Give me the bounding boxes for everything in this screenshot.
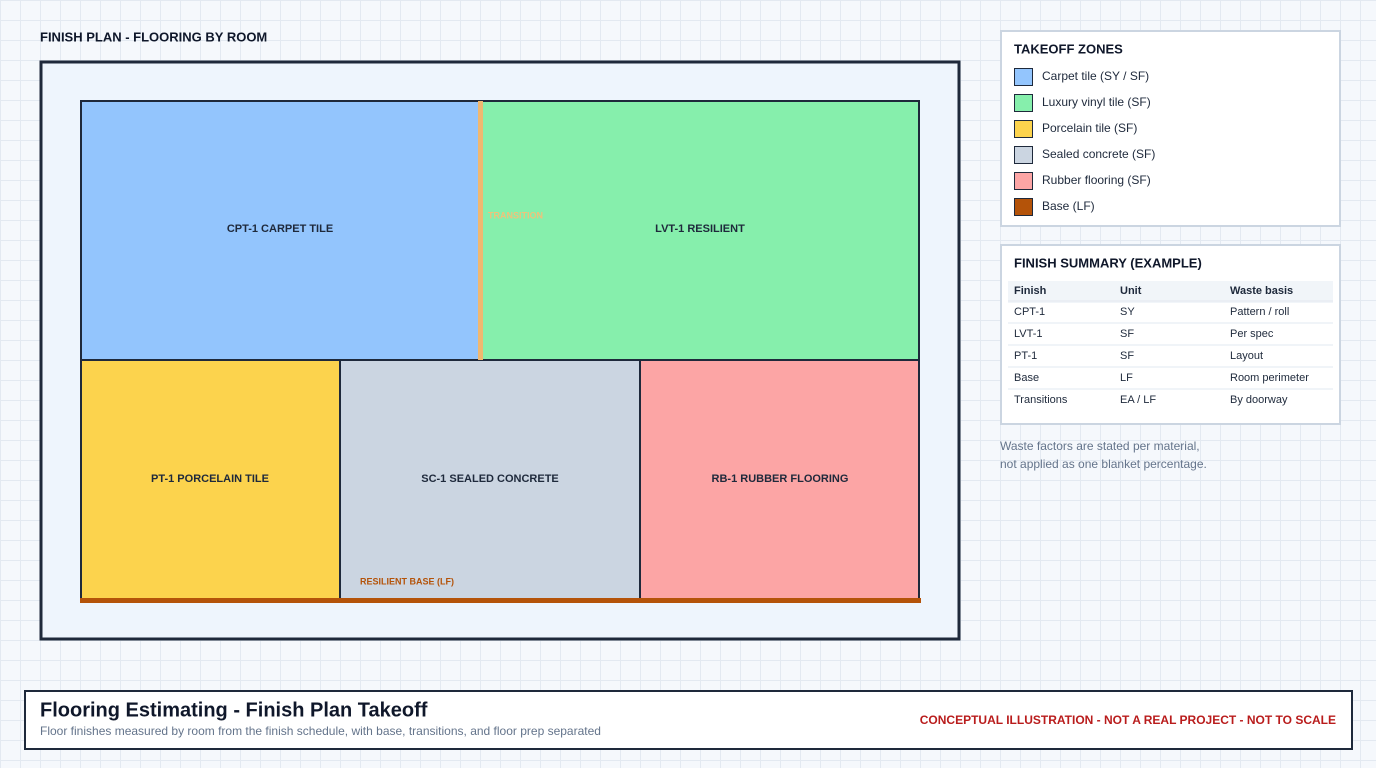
footer-subtitle: Floor finishes measured by room from the… xyxy=(40,724,601,738)
table-header: Unit xyxy=(1120,285,1142,297)
table-cell: SY xyxy=(1120,306,1135,318)
footer-disclaimer: CONCEPTUAL ILLUSTRATION - NOT A REAL PRO… xyxy=(920,713,1336,727)
room-carpet xyxy=(80,100,481,361)
room-label: SC-1 SEALED CONCRETE xyxy=(421,473,559,485)
legend-label: Luxury vinyl tile (SF) xyxy=(1042,95,1151,109)
table-cell: Transitions xyxy=(1014,394,1068,406)
legend-swatch xyxy=(1014,172,1033,190)
summary-title: FINISH SUMMARY (EXAMPLE) xyxy=(1014,255,1202,270)
legend-swatch xyxy=(1014,198,1033,216)
summary-table: Finish Unit Waste basis CPT-1 SY Pattern / ro… xyxy=(1008,285,1333,406)
room-label: RB-1 RUBBER FLOORING xyxy=(712,473,849,485)
table-cell: SF xyxy=(1120,328,1134,340)
legend-swatch xyxy=(1014,120,1033,138)
table-cell: SF xyxy=(1120,350,1134,362)
room-porcelain xyxy=(80,359,341,601)
table-cell: By doorway xyxy=(1230,394,1288,406)
room-label: CPT-1 CARPET TILE xyxy=(227,223,333,235)
footer-title: Flooring Estimating - Finish Plan Takeof… xyxy=(40,699,428,721)
room-concrete xyxy=(339,359,641,601)
transition-label: TRANSITION xyxy=(488,210,543,220)
legend-label: Rubber flooring (SF) xyxy=(1042,173,1151,187)
table-cell: PT-1 xyxy=(1014,350,1037,362)
table-cell: CPT-1 xyxy=(1014,306,1045,318)
legend-label: Base (LF) xyxy=(1042,199,1095,213)
table-cell: Layout xyxy=(1230,350,1263,362)
note-line: not applied as one blanket percentage. xyxy=(1000,457,1207,471)
footer-panel xyxy=(24,690,1353,750)
table-cell: EA / LF xyxy=(1120,394,1156,406)
legend-swatch xyxy=(1014,94,1033,112)
room-label: LVT-1 RESILIENT xyxy=(655,223,745,235)
table-cell: Per spec xyxy=(1230,328,1274,340)
transition-strip xyxy=(478,101,483,360)
legend-items: Carpet tile (SY / SF) Luxury vinyl tile (… xyxy=(1014,68,1155,216)
room-label: PT-1 PORCELAIN TILE xyxy=(151,473,269,485)
table-cell: LVT-1 xyxy=(1014,328,1043,340)
legend-swatch xyxy=(1014,68,1033,86)
legend-label: Porcelain tile (SF) xyxy=(1042,121,1137,135)
table-cell: LF xyxy=(1120,372,1133,384)
note-line: Waste factors are stated per material, xyxy=(1000,439,1200,453)
table-cell: Pattern / roll xyxy=(1230,306,1289,318)
plan-title: FINISH PLAN - FLOORING BY ROOM xyxy=(40,29,267,44)
table-cell: Room perimeter xyxy=(1230,372,1309,384)
base-label: RESILIENT BASE (LF) xyxy=(360,576,454,586)
room-lvt xyxy=(479,100,920,361)
table-cell: Base xyxy=(1014,372,1039,384)
legend-label: Carpet tile (SY / SF) xyxy=(1042,69,1149,83)
table-header: Waste basis xyxy=(1230,285,1293,297)
legend-panel xyxy=(1000,30,1341,227)
legend-label: Sealed concrete (SF) xyxy=(1042,147,1155,161)
summary-panel xyxy=(1000,244,1341,425)
legend-swatch xyxy=(1014,146,1033,164)
table-header-bg xyxy=(1008,281,1333,303)
base-line xyxy=(80,598,921,603)
legend-title: TAKEOFF ZONES xyxy=(1014,41,1123,56)
room-rubber xyxy=(639,359,920,601)
table-header: Finish xyxy=(1014,285,1047,297)
